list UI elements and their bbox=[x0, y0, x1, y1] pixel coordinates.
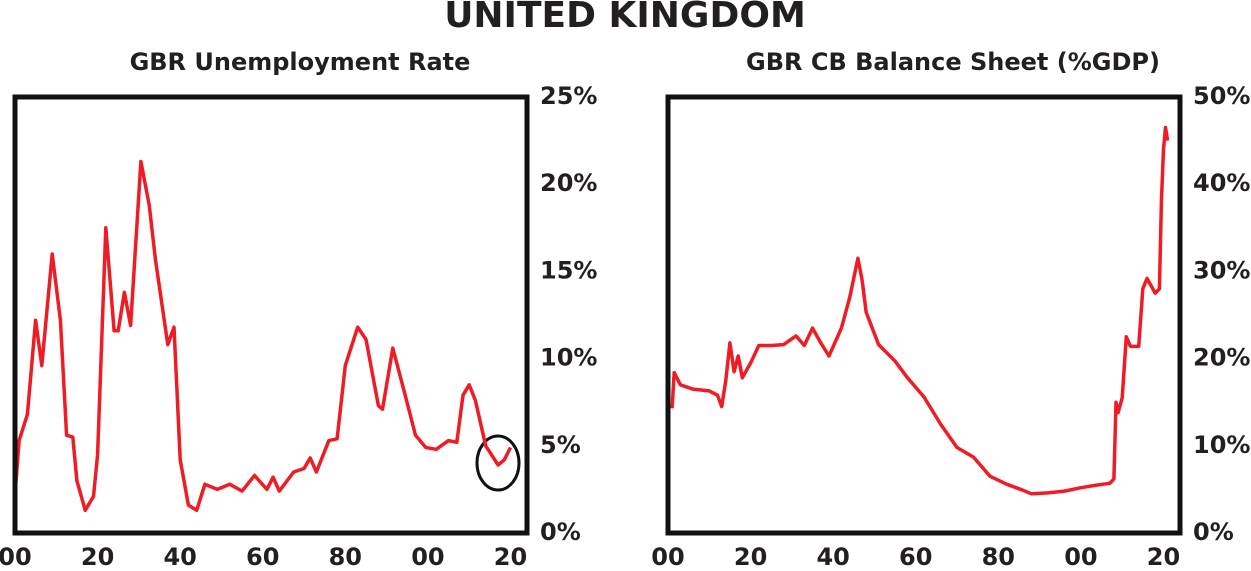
data-line bbox=[13, 159, 513, 513]
x-tick-label: 00 bbox=[1064, 543, 1097, 571]
x-tick-label: 40 bbox=[816, 543, 849, 571]
y-tick-label: 15% bbox=[540, 256, 597, 284]
x-tick-label: 00 bbox=[651, 543, 684, 571]
x-tick-label: 00 bbox=[0, 543, 32, 571]
y-tick-label: 30% bbox=[1193, 256, 1250, 284]
y-tick-label: 20% bbox=[1193, 344, 1250, 372]
y-tick-label: 40% bbox=[1193, 169, 1250, 197]
highlight-circle bbox=[475, 434, 521, 492]
plot-frame bbox=[665, 94, 1183, 536]
x-tick-label: 60 bbox=[899, 543, 932, 571]
y-tick-label: 5% bbox=[540, 431, 581, 459]
page-title: UNITED KINGDOM bbox=[444, 0, 806, 36]
y-tick-label: 0% bbox=[1193, 518, 1234, 546]
y-tick-label: 10% bbox=[540, 344, 597, 372]
data-line bbox=[670, 125, 1170, 496]
x-tick-label: 20 bbox=[1147, 543, 1180, 571]
y-tick-label: 10% bbox=[1193, 431, 1250, 459]
x-tick-label: 00 bbox=[411, 543, 444, 571]
x-tick-label: 40 bbox=[163, 543, 196, 571]
x-tick-label: 80 bbox=[329, 543, 362, 571]
y-tick-label: 50% bbox=[1193, 82, 1250, 110]
y-tick-label: 20% bbox=[540, 169, 597, 197]
x-tick-label: 20 bbox=[81, 543, 114, 571]
x-tick-label: 80 bbox=[982, 543, 1015, 571]
y-tick-label: 25% bbox=[540, 82, 597, 110]
chart-title: GBR CB Balance Sheet (%GDP) bbox=[746, 48, 1160, 76]
x-tick-label: 20 bbox=[734, 543, 767, 571]
chart-title: GBR Unemployment Rate bbox=[130, 48, 471, 76]
plot-frame bbox=[12, 94, 530, 536]
x-tick-label: 60 bbox=[246, 543, 279, 571]
x-tick-label: 20 bbox=[494, 543, 527, 571]
y-tick-label: 0% bbox=[540, 518, 581, 546]
